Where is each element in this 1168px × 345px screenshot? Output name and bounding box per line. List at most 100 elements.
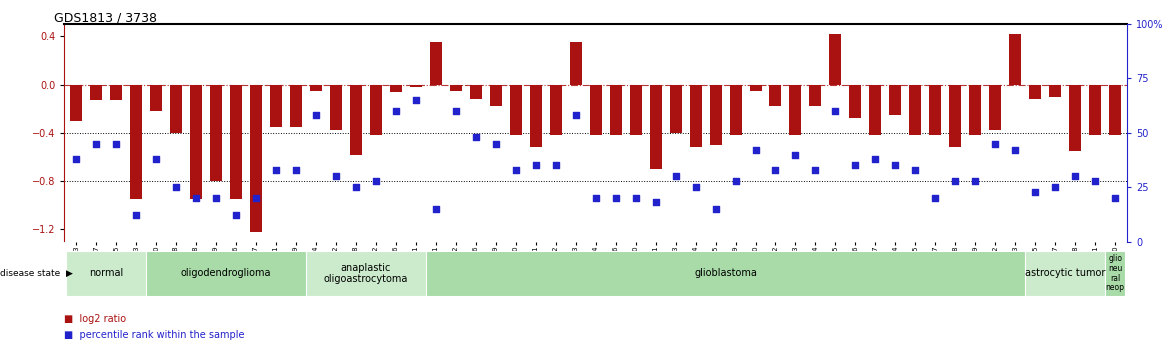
Point	[167, 184, 186, 190]
Bar	[910, 85, 922, 135]
Point	[766, 167, 785, 172]
Text: GDS1813 / 3738: GDS1813 / 3738	[54, 11, 157, 24]
Bar	[210, 85, 222, 181]
Point	[566, 113, 585, 118]
Bar	[989, 85, 1001, 130]
Point	[846, 162, 864, 168]
Bar	[270, 85, 281, 127]
Bar	[1105, 251, 1125, 296]
Bar	[669, 85, 682, 133]
Bar	[190, 85, 202, 199]
Point	[446, 108, 465, 114]
Bar	[310, 85, 322, 90]
Bar	[430, 42, 442, 85]
Bar	[1029, 85, 1041, 99]
Bar	[90, 85, 102, 100]
Bar	[610, 85, 621, 135]
Bar	[530, 85, 542, 147]
Point	[707, 206, 725, 211]
Bar	[1110, 85, 1121, 135]
Point	[406, 97, 425, 103]
Bar	[790, 85, 801, 135]
Point	[367, 178, 385, 184]
Bar	[250, 85, 262, 232]
Point	[626, 195, 645, 201]
Text: glioblastoma: glioblastoma	[694, 268, 757, 278]
Point	[106, 141, 125, 146]
Bar	[950, 85, 961, 147]
Point	[327, 174, 346, 179]
Bar	[171, 85, 182, 133]
Bar	[770, 85, 781, 106]
Bar	[306, 251, 426, 296]
Bar	[350, 85, 362, 155]
Bar	[750, 85, 762, 90]
Point	[986, 141, 1004, 146]
Bar	[1009, 34, 1021, 85]
Point	[507, 167, 526, 172]
Point	[266, 167, 285, 172]
Bar	[590, 85, 602, 135]
Point	[147, 156, 166, 162]
Point	[426, 206, 445, 211]
Bar	[489, 85, 502, 106]
Point	[865, 156, 884, 162]
Bar	[570, 42, 582, 85]
Bar	[709, 85, 722, 145]
Bar	[1069, 85, 1082, 151]
Bar	[930, 85, 941, 135]
Point	[187, 195, 206, 201]
Bar	[130, 85, 142, 199]
Bar	[849, 85, 862, 118]
Text: normal: normal	[89, 268, 124, 278]
Point	[347, 184, 366, 190]
Point	[946, 178, 965, 184]
Bar	[649, 85, 661, 169]
Bar	[969, 85, 981, 135]
Bar	[809, 85, 821, 106]
Point	[387, 108, 405, 114]
Text: ■  log2 ratio: ■ log2 ratio	[64, 314, 126, 324]
Point	[646, 200, 665, 205]
Bar	[67, 251, 146, 296]
Text: glio
neu
ral
neop: glio neu ral neop	[1106, 254, 1125, 293]
Bar	[146, 251, 306, 296]
Point	[666, 174, 684, 179]
Bar	[630, 85, 641, 135]
Point	[86, 141, 105, 146]
Point	[127, 213, 146, 218]
Bar	[290, 85, 303, 127]
Point	[887, 162, 905, 168]
Bar	[470, 85, 481, 99]
Bar	[1026, 251, 1105, 296]
Point	[286, 167, 305, 172]
Point	[227, 213, 245, 218]
Bar	[151, 85, 162, 111]
Bar	[450, 85, 461, 90]
Bar	[1049, 85, 1062, 97]
Point	[926, 195, 945, 201]
Point	[1006, 147, 1024, 153]
Point	[826, 108, 844, 114]
Point	[486, 141, 505, 146]
Text: oligodendroglioma: oligodendroglioma	[181, 268, 271, 278]
Text: anaplastic
oligoastrocytoma: anaplastic oligoastrocytoma	[324, 263, 408, 284]
Bar	[230, 85, 242, 199]
Bar	[426, 251, 1026, 296]
Point	[547, 162, 565, 168]
Bar	[829, 34, 841, 85]
Text: astrocytic tumor: astrocytic tumor	[1026, 268, 1105, 278]
Bar	[70, 85, 82, 121]
Point	[466, 135, 485, 140]
Point	[966, 178, 985, 184]
Bar	[869, 85, 882, 135]
Bar	[1089, 85, 1101, 135]
Bar	[110, 85, 123, 100]
Point	[1066, 174, 1085, 179]
Point	[586, 195, 605, 201]
Point	[207, 195, 225, 201]
Text: disease state  ▶: disease state ▶	[0, 269, 72, 278]
Text: ■  percentile rank within the sample: ■ percentile rank within the sample	[64, 330, 245, 339]
Bar	[329, 85, 342, 130]
Bar	[390, 85, 402, 92]
